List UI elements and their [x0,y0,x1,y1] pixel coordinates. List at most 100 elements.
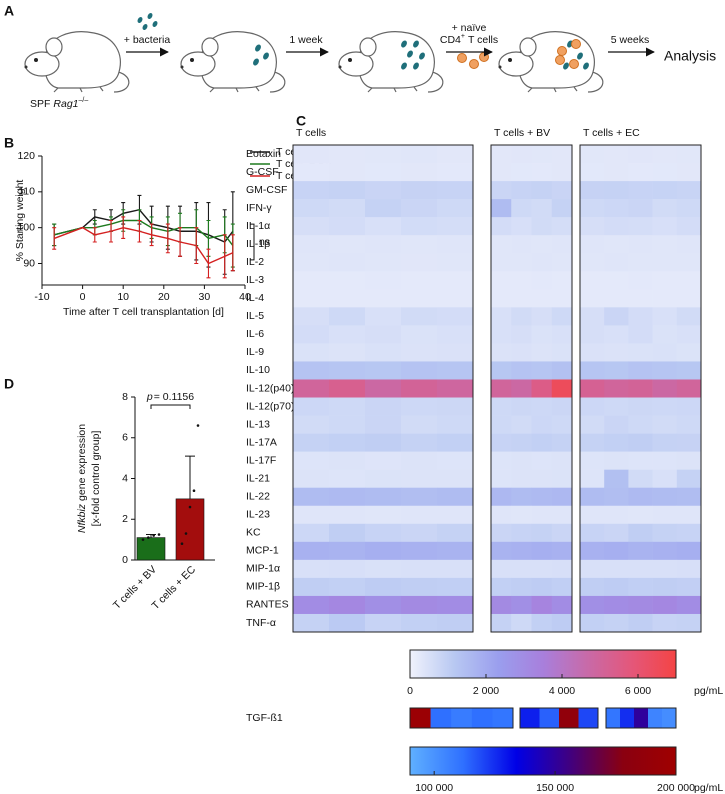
heatmap-cell [511,253,532,272]
heatmap-cell [471,708,493,729]
heatmap-cell [437,541,474,561]
heatmap-cell [580,577,605,597]
heatmap-cell [652,253,678,272]
y-axis-label: % Starting weight [14,180,26,262]
row-label: IL-21 [246,472,270,484]
heatmap-cell [551,613,573,633]
heatmap-cell [652,487,678,507]
p-value: p= 0.1156 [146,391,194,403]
colorbar-tick-label: 0 [407,685,413,697]
heatmap-cell [401,559,438,579]
heatmap-cell [604,487,629,507]
row-label: IL-4 [246,292,264,304]
heatmap-cell [604,325,629,344]
heatmap-cell [606,708,621,729]
heatmap-cell [551,415,573,434]
heatmap-cell [511,415,532,434]
heatmap-cell [676,361,702,380]
heatmap-cell [401,145,438,164]
heatmap-cell [329,163,366,182]
heatmap-cell [293,199,330,218]
heatmap-cell [293,577,330,597]
colorbar [409,746,677,776]
heatmap-cell [628,181,653,200]
heatmap-cell [604,577,629,597]
heatmap-cell [437,523,474,543]
heatmap-cell [451,708,473,729]
heatmap-cell [491,487,512,507]
row-label: RANTES [246,599,289,611]
heatmap-cell [634,708,649,729]
heatmap-cell [365,595,402,615]
heatmap-cell [401,361,438,380]
heatmap-cell [531,145,553,164]
heatmap-cell [652,577,678,597]
heatmap-cell [401,199,438,218]
heatmap-cell [604,217,629,236]
heatmap-cell [437,163,474,182]
heatmap-cell [329,307,366,326]
heatmap-cell [604,343,629,362]
heatmap-cell [628,451,653,470]
heatmap-cell [401,343,438,362]
heatmap-cell [437,271,474,290]
heatmap-cell [531,271,553,290]
heatmap-cell [628,415,653,434]
heatmap-cell [531,559,553,579]
y-tick-label: 90 [23,257,35,269]
heatmap-cell [437,451,474,470]
heatmap-cell [604,163,629,182]
colorbar-tick-label: 4 000 [549,685,575,697]
heatmap-cell [491,199,512,218]
heatmap-cell [293,559,330,579]
heatmap-cell [491,361,512,380]
heatmap-cell [580,397,605,416]
heatmap-cell [293,595,330,615]
heatmap-cell [652,415,678,434]
heatmap-cell [511,217,532,236]
heatmap-cell [491,289,512,308]
heatmap-cell [329,361,366,380]
heatmap-cell [437,307,474,326]
heatmap-cell [293,505,330,525]
heatmap-cell [676,523,702,543]
heatmap-cell [491,271,512,290]
bacteria-icons [137,13,589,70]
heatmap-cell [511,325,532,344]
panel-label: D [4,376,14,392]
heatmap-cell [365,343,402,362]
heatmap-cell [329,451,366,470]
heatmap-cell [676,253,702,272]
heatmap-cell [437,595,474,615]
heatmap-cell [437,343,474,362]
heatmap-cell [628,145,653,164]
heatmap-cell [604,397,629,416]
heatmap-cell [580,415,605,434]
heatmap-cell [329,505,366,525]
block-border [292,144,474,633]
heatmap-cell [551,361,573,380]
heatmap-cell [531,199,553,218]
heatmap-cell [401,595,438,615]
unit-label: pg/mL [694,685,723,697]
heatmap-cell [628,271,653,290]
text-part: Nfkbiz [76,503,88,533]
heatmap-cell [676,199,702,218]
heatmap-cell [365,307,402,326]
row-label: IL-17A [246,436,277,448]
heatmap-cell [652,595,678,615]
x-tick-label: 40 [239,291,251,303]
heatmap-cell [491,559,512,579]
panel-label: A [4,3,14,19]
heatmap-cell [604,181,629,200]
bracket [150,404,191,409]
text-part: p [146,391,153,403]
heatmap-cell [329,469,366,489]
heatmap-cell [365,235,402,254]
heatmap-cell [491,217,512,236]
heatmap-cell [293,343,330,362]
heatmap-cell [580,451,605,470]
heatmap-cell [365,289,402,308]
heatmap-cell [365,505,402,525]
